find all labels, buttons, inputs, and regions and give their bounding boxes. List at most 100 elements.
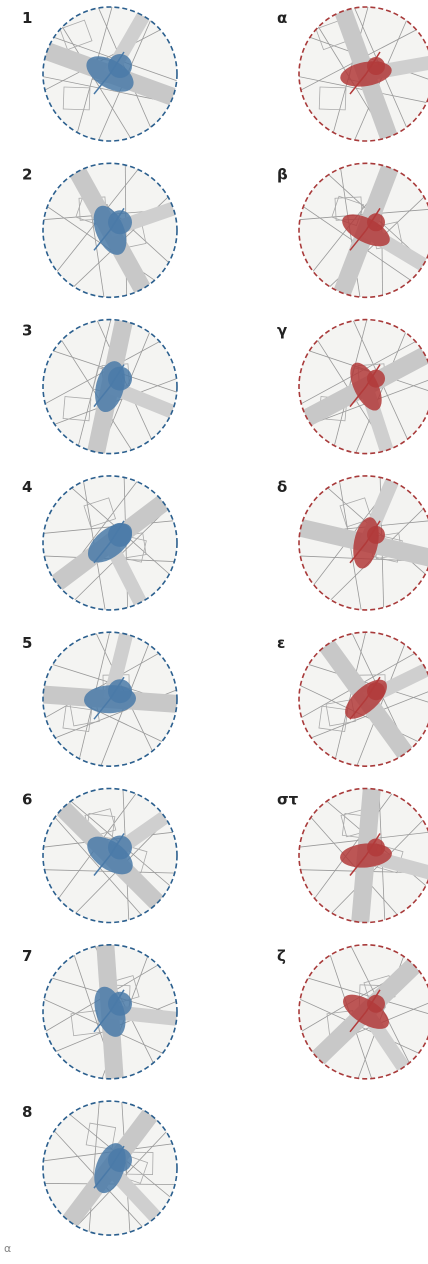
hatched-parcel	[62, 86, 91, 111]
highlight-area	[108, 991, 132, 1016]
panel-label: α	[277, 9, 287, 27]
parcel-line	[43, 198, 166, 289]
highlight-area	[108, 835, 132, 860]
panel-label: 4	[22, 478, 32, 496]
panel-label: δ	[277, 478, 287, 496]
footer-text: α	[4, 1242, 11, 1255]
hatched-parcel	[318, 705, 349, 733]
panel-label: 6	[22, 791, 32, 809]
arrow	[349, 73, 367, 95]
parcel-line	[322, 810, 428, 923]
hatched-parcel	[318, 86, 347, 111]
panel-label: 7	[22, 947, 32, 965]
arrow	[365, 364, 381, 388]
arrow	[349, 542, 367, 564]
panel-border	[42, 787, 178, 924]
panel-border	[42, 631, 178, 768]
highlight-area	[108, 522, 132, 547]
hatched-parcel	[62, 705, 93, 733]
arrow	[109, 989, 125, 1013]
parcel-line	[43, 868, 177, 874]
arrow	[349, 855, 367, 876]
panel-border	[42, 318, 178, 455]
parcel-line	[45, 807, 151, 923]
panel-border	[298, 475, 428, 611]
arrow	[365, 51, 381, 75]
arrow	[349, 698, 367, 720]
arrow	[93, 386, 111, 408]
panel-label: 1	[22, 9, 32, 27]
road	[109, 1004, 177, 1029]
arrow	[93, 1011, 111, 1033]
panel-border	[42, 162, 178, 299]
highlight-area	[367, 838, 385, 857]
map-panel	[43, 788, 177, 923]
arrow	[349, 229, 367, 251]
map-panel	[43, 7, 177, 141]
panel-border	[298, 318, 428, 455]
arrow	[93, 542, 111, 564]
map-panel	[43, 163, 177, 298]
map-panel	[43, 944, 177, 1079]
hatched-parcel	[83, 497, 117, 528]
arrow	[109, 207, 125, 231]
map-panel	[299, 632, 428, 767]
arrow	[109, 676, 125, 700]
highlight-area	[108, 1148, 132, 1173]
highlight-area	[108, 210, 132, 235]
panel-border	[298, 631, 428, 767]
map-panel	[43, 319, 177, 454]
highlight-area	[367, 213, 385, 232]
hatched-parcel	[62, 396, 92, 422]
panel-border	[298, 787, 428, 924]
parcel-line	[55, 15, 138, 141]
panel-border	[298, 6, 428, 142]
panel-label: β	[277, 165, 288, 183]
arrow	[109, 51, 125, 75]
highlight-area	[108, 54, 132, 78]
hatched-parcel	[59, 19, 93, 51]
arrow	[365, 833, 381, 856]
arrow	[365, 207, 381, 231]
highlight-area	[108, 366, 132, 391]
panel-label: γ	[277, 322, 287, 340]
panel-label: 2	[22, 165, 32, 183]
panel-label: στ	[277, 791, 299, 809]
map-panel	[43, 1101, 177, 1236]
arrow	[349, 386, 367, 408]
highlight-area	[367, 682, 385, 701]
arrow	[109, 1145, 125, 1169]
panel-border	[42, 475, 178, 611]
panel-label: 3	[22, 322, 32, 340]
map-panel	[299, 7, 428, 141]
panel-label: ε	[277, 634, 285, 652]
highlight-area	[367, 369, 385, 388]
hatched-parcel	[70, 1010, 100, 1037]
map-panel	[299, 944, 428, 1079]
panel-border	[42, 943, 178, 1080]
arrow	[365, 520, 381, 544]
arrow	[365, 989, 381, 1013]
map-panel	[43, 632, 177, 767]
panel-label: 8	[22, 1103, 32, 1121]
panel-border	[298, 162, 428, 299]
arrow	[93, 229, 111, 251]
arrow	[109, 833, 125, 856]
parcel-line	[331, 632, 370, 767]
arrow	[93, 698, 111, 720]
map-panel	[299, 475, 428, 610]
map-panel	[43, 475, 177, 610]
arrow	[93, 1167, 111, 1189]
panel-label: 5	[22, 634, 32, 652]
map-panel	[299, 163, 428, 298]
parcel-line	[43, 519, 177, 536]
panel-border	[42, 1100, 178, 1236]
map-panel	[299, 319, 428, 454]
highlight-area	[367, 525, 385, 544]
panel-border	[42, 6, 178, 142]
arrow	[349, 1011, 367, 1033]
hatched-parcel	[85, 1122, 117, 1150]
arrow	[365, 676, 381, 700]
arrow	[109, 520, 125, 544]
